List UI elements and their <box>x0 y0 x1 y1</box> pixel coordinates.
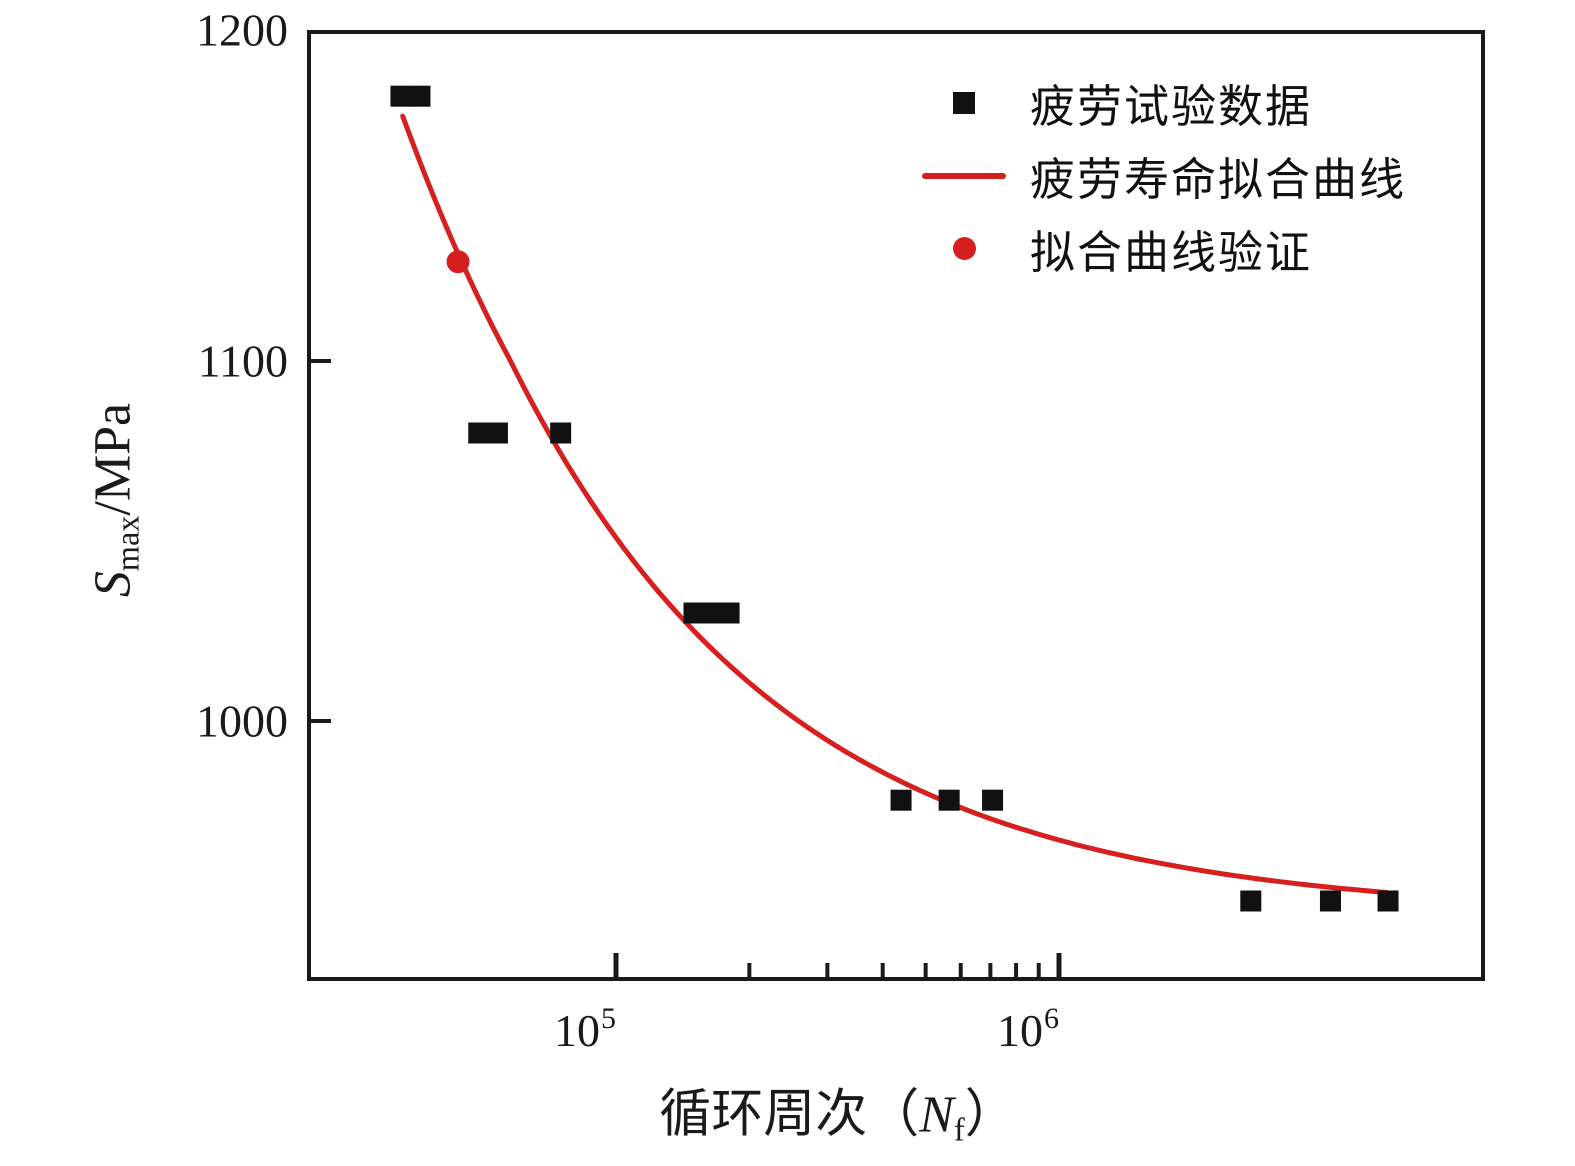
x-tick-exponent: 5 <box>601 1002 616 1035</box>
x-axis-subscript: f <box>953 1111 965 1148</box>
data-point-square <box>486 422 508 444</box>
y-tick-label: 1000 <box>196 695 288 747</box>
legend-label: 拟合曲线验证 <box>1030 228 1313 278</box>
data-point-square <box>982 789 1004 811</box>
legend-swatch-box <box>922 91 1006 114</box>
data-point-square <box>1319 890 1341 912</box>
data-point-square <box>938 789 960 811</box>
data-point-square <box>550 422 572 444</box>
x-tick-label: 106 <box>997 1002 1059 1057</box>
circle-marker-icon <box>952 237 976 260</box>
data-point-square <box>683 602 705 624</box>
x-axis-title-suffix: ） <box>964 1086 1017 1144</box>
y-tick-label: 1200 <box>196 4 288 56</box>
data-point-square <box>1240 890 1262 912</box>
y-axis-symbol: S <box>84 571 142 598</box>
x-tick-base: 10 <box>554 1005 600 1056</box>
legend-swatch-box <box>922 237 1006 260</box>
axes-frame <box>307 30 1485 981</box>
legend-item-verification: 拟合曲线验证 <box>922 212 1406 285</box>
y-axis-title: Smax/MPa <box>83 403 146 597</box>
y-tick-label: 1100 <box>197 335 288 387</box>
data-point-square <box>409 85 431 107</box>
data-point-square <box>468 422 490 444</box>
legend-label: 疲劳试验数据 <box>1030 82 1313 132</box>
legend-swatch-box <box>922 172 1006 179</box>
line-marker-icon <box>922 172 1006 179</box>
x-tick-label: 105 <box>554 1002 616 1057</box>
data-point-square <box>890 789 912 811</box>
legend-item-fit-curve: 疲劳寿命拟合曲线 <box>922 139 1406 212</box>
data-point-square <box>1377 890 1399 912</box>
x-tick-base: 10 <box>997 1005 1043 1056</box>
y-axis-subscript: max <box>109 515 146 572</box>
data-point-circle <box>446 250 470 274</box>
x-tick-exponent: 6 <box>1044 1002 1059 1035</box>
legend: 疲劳试验数据 疲劳寿命拟合曲线 拟合曲线验证 <box>922 66 1406 285</box>
square-marker-icon <box>953 91 975 114</box>
data-point-square <box>718 602 740 624</box>
legend-item-test-data: 疲劳试验数据 <box>922 66 1406 139</box>
fit-curve-line <box>400 113 1390 895</box>
legend-label: 疲劳寿命拟合曲线 <box>1030 155 1407 205</box>
x-axis-symbol: N <box>919 1086 954 1144</box>
data-point-square <box>390 85 412 107</box>
x-axis-title-prefix: 循环周次（ <box>659 1086 920 1144</box>
x-axis-title: 循环周次（Nf） <box>659 1071 1016 1148</box>
y-axis-unit: /MPa <box>84 402 142 516</box>
